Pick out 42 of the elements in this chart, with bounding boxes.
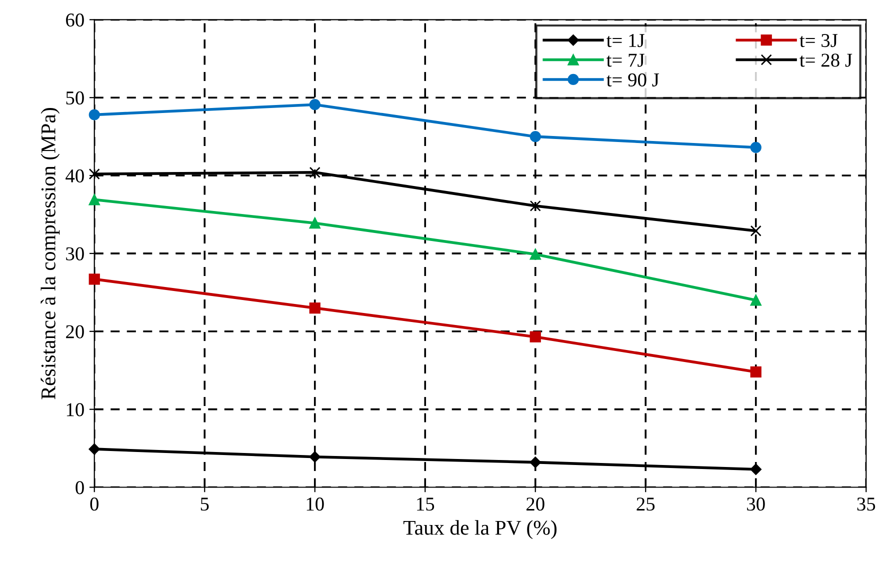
y-tick-label: 60 — [66, 13, 84, 27]
point — [530, 248, 541, 260]
point — [750, 464, 762, 475]
point — [88, 274, 100, 285]
point — [750, 294, 762, 306]
x-tick-label: 10 — [306, 498, 324, 511]
legend-label: t= 1J — [606, 34, 644, 48]
point — [88, 109, 100, 120]
legend-label: t= 28 J — [800, 54, 852, 67]
point — [88, 168, 100, 180]
x-tick-label: 25 — [636, 498, 655, 511]
y-tick-label: 0 — [76, 481, 84, 494]
x-axis-title: Taux de la PV (%) — [403, 520, 557, 540]
point — [88, 443, 100, 455]
point — [530, 331, 541, 342]
legend-label: t= 7J — [606, 54, 644, 67]
y-tick-label: 20 — [66, 325, 84, 338]
legend-label: t= 3J — [800, 34, 838, 48]
x-tick-label: 0 — [90, 498, 98, 511]
point — [309, 302, 320, 314]
point — [309, 218, 320, 229]
point — [750, 142, 762, 154]
legend-label: t= 90 J — [606, 73, 660, 86]
x-tick-label: 15 — [417, 498, 434, 511]
x-tick-label: 30 — [747, 498, 765, 511]
point — [530, 456, 541, 468]
point — [750, 225, 762, 236]
point — [530, 131, 541, 142]
y-tick-label: 30 — [66, 247, 84, 260]
point — [309, 99, 320, 110]
y-tick-label: 10 — [66, 403, 84, 416]
point — [88, 194, 100, 206]
point — [750, 366, 762, 378]
point — [530, 200, 541, 212]
point — [309, 451, 320, 462]
point — [309, 166, 320, 178]
y-tick-label: 40 — [66, 169, 84, 182]
x-tick-label: 20 — [526, 498, 544, 511]
x-tick-label: 5 — [200, 498, 209, 511]
y-tick-label: 50 — [66, 91, 84, 105]
x-tick-label: 35 — [857, 498, 876, 511]
y-axis-title: Résistance à la compression (MPa) — [40, 108, 60, 400]
